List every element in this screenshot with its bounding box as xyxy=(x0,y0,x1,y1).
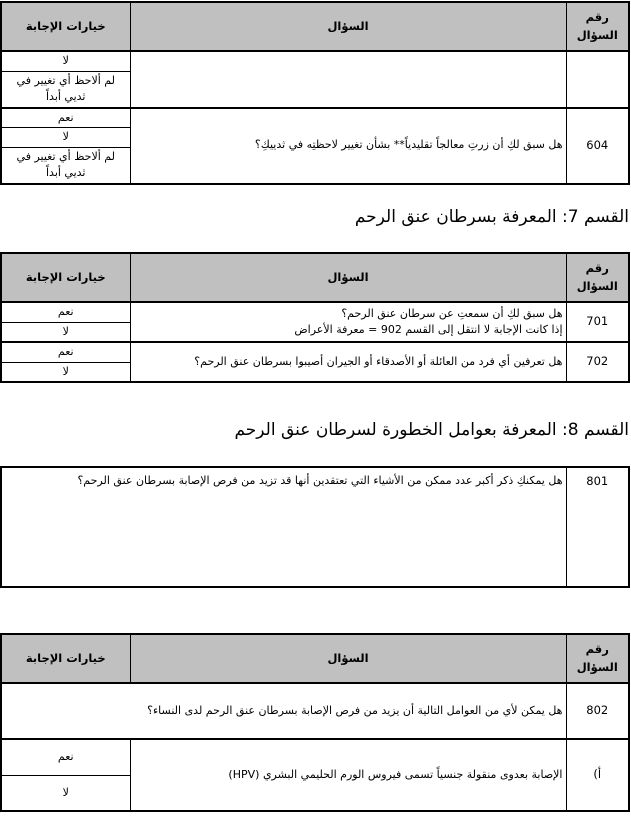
question-number-cell: أ) xyxy=(565,738,630,812)
section-8-title: القسم 8: المعرفة بعوامل الخطورة لسرطان ع… xyxy=(234,420,629,440)
answer-option: لا xyxy=(0,127,131,148)
col-header-question-number: رقم السؤال xyxy=(565,252,630,303)
q802-table: رقم السؤال السؤال خيارات الإجابة 802 هل … xyxy=(0,633,630,812)
table-header-row: رقم السؤال السؤال خيارات الإجابة xyxy=(0,252,630,303)
question-number-cell xyxy=(565,50,630,108)
answer-option: نعم xyxy=(0,341,131,363)
question-skip-instruction: إذا كانت الإجابة لا انتقل إلى القسم 902 … xyxy=(294,323,563,336)
table-row: لم ألاحظ أي تغيير في ثديي أبداً xyxy=(0,146,629,184)
question-line: هل سبق لكِ أن سمعتِ عن سرطان عنق الرحم؟ xyxy=(341,306,563,320)
table-header-row: رقم السؤال السؤال خيارات الإجابة xyxy=(0,1,630,52)
section6-question-table: رقم السؤال السؤال خيارات الإجابة لا لم أ… xyxy=(0,1,630,185)
col-header-question: السؤال xyxy=(129,1,567,52)
answer-option: لا xyxy=(0,50,131,72)
question-cell: هل سبق لكِ أن سمعتِ عن سرطان عنق الرحم؟ … xyxy=(129,301,567,343)
question-number-cell: 702 xyxy=(565,341,630,383)
question-cell: الإصابة بعدوى منقولة جنسياً تسمى فيروس ا… xyxy=(129,738,567,812)
col-header-question: السؤال xyxy=(129,252,567,303)
table-row: 604 هل سبق لكِ أن زرتِ معالجاً تقليدياً*… xyxy=(0,106,630,184)
col-header-answer-options: خيارات الإجابة xyxy=(0,252,131,303)
section-7-title: القسم 7: المعرفة بسرطان عنق الرحم xyxy=(354,207,629,227)
answer-option: نعم xyxy=(0,738,131,776)
table-row: 801 هل يمكنكِ ذكر أكبر عدد ممكن من الأشي… xyxy=(0,466,630,588)
answer-option: نعم xyxy=(0,106,131,128)
table-row: لا xyxy=(0,774,629,812)
col-header-answer-options: خيارات الإجابة xyxy=(0,633,131,684)
answer-option: لا xyxy=(0,774,131,812)
question-number-cell: 802 xyxy=(565,682,630,740)
question-cell: هل تعرفين أي فرد من العائلة أو الأصدقاء … xyxy=(129,341,567,383)
question-number-cell: 701 xyxy=(565,301,630,343)
col-header-question-number: رقم السؤال xyxy=(565,1,630,52)
table-row: لا xyxy=(0,361,629,383)
question-number-cell: 801 xyxy=(565,466,630,588)
question-cell: هل يمكنكِ ذكر أكبر عدد ممكن من الأشياء ا… xyxy=(0,466,567,588)
answer-option: لم ألاحظ أي تغيير في ثديي أبداً xyxy=(0,70,131,108)
table-row: لم ألاحظ أي تغيير في ثديي أبداً xyxy=(0,70,629,108)
table-row: 702 هل تعرفين أي فرد من العائلة أو الأصد… xyxy=(0,341,630,383)
section7-question-table: رقم السؤال السؤال خيارات الإجابة 701 هل … xyxy=(0,252,630,383)
table-row: أ) الإصابة بعدوى منقولة جنسياً تسمى فيرو… xyxy=(0,738,630,812)
answer-option: لم ألاحظ أي تغيير في ثديي أبداً xyxy=(0,146,131,184)
table-row: 701 هل سبق لكِ أن سمعتِ عن سرطان عنق الر… xyxy=(0,301,630,343)
question-cell xyxy=(129,50,567,108)
q801-table: 801 هل يمكنكِ ذكر أكبر عدد ممكن من الأشي… xyxy=(0,466,630,588)
question-cell: هل يمكن لأي من العوامل التالية أن يزيد م… xyxy=(0,682,567,740)
table-row: لا xyxy=(0,50,630,108)
col-header-question: السؤال xyxy=(129,633,567,684)
question-cell: هل سبق لكِ أن زرتِ معالجاً تقليدياً** بش… xyxy=(129,106,567,184)
col-header-question-number: رقم السؤال xyxy=(565,633,630,684)
answer-option: لا xyxy=(0,321,131,343)
answer-option: لا xyxy=(0,361,131,383)
table-header-row: رقم السؤال السؤال خيارات الإجابة xyxy=(0,633,630,684)
question-number-cell: 604 xyxy=(565,106,630,184)
table-row: 802 هل يمكن لأي من العوامل التالية أن يز… xyxy=(0,682,630,740)
answer-option: نعم xyxy=(0,301,131,323)
col-header-answer-options: خيارات الإجابة xyxy=(0,1,131,52)
